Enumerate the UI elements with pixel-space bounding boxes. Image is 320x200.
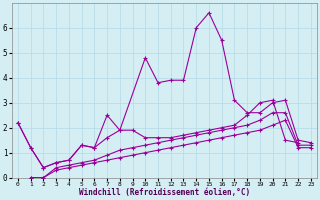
X-axis label: Windchill (Refroidissement éolien,°C): Windchill (Refroidissement éolien,°C) [79,188,250,197]
